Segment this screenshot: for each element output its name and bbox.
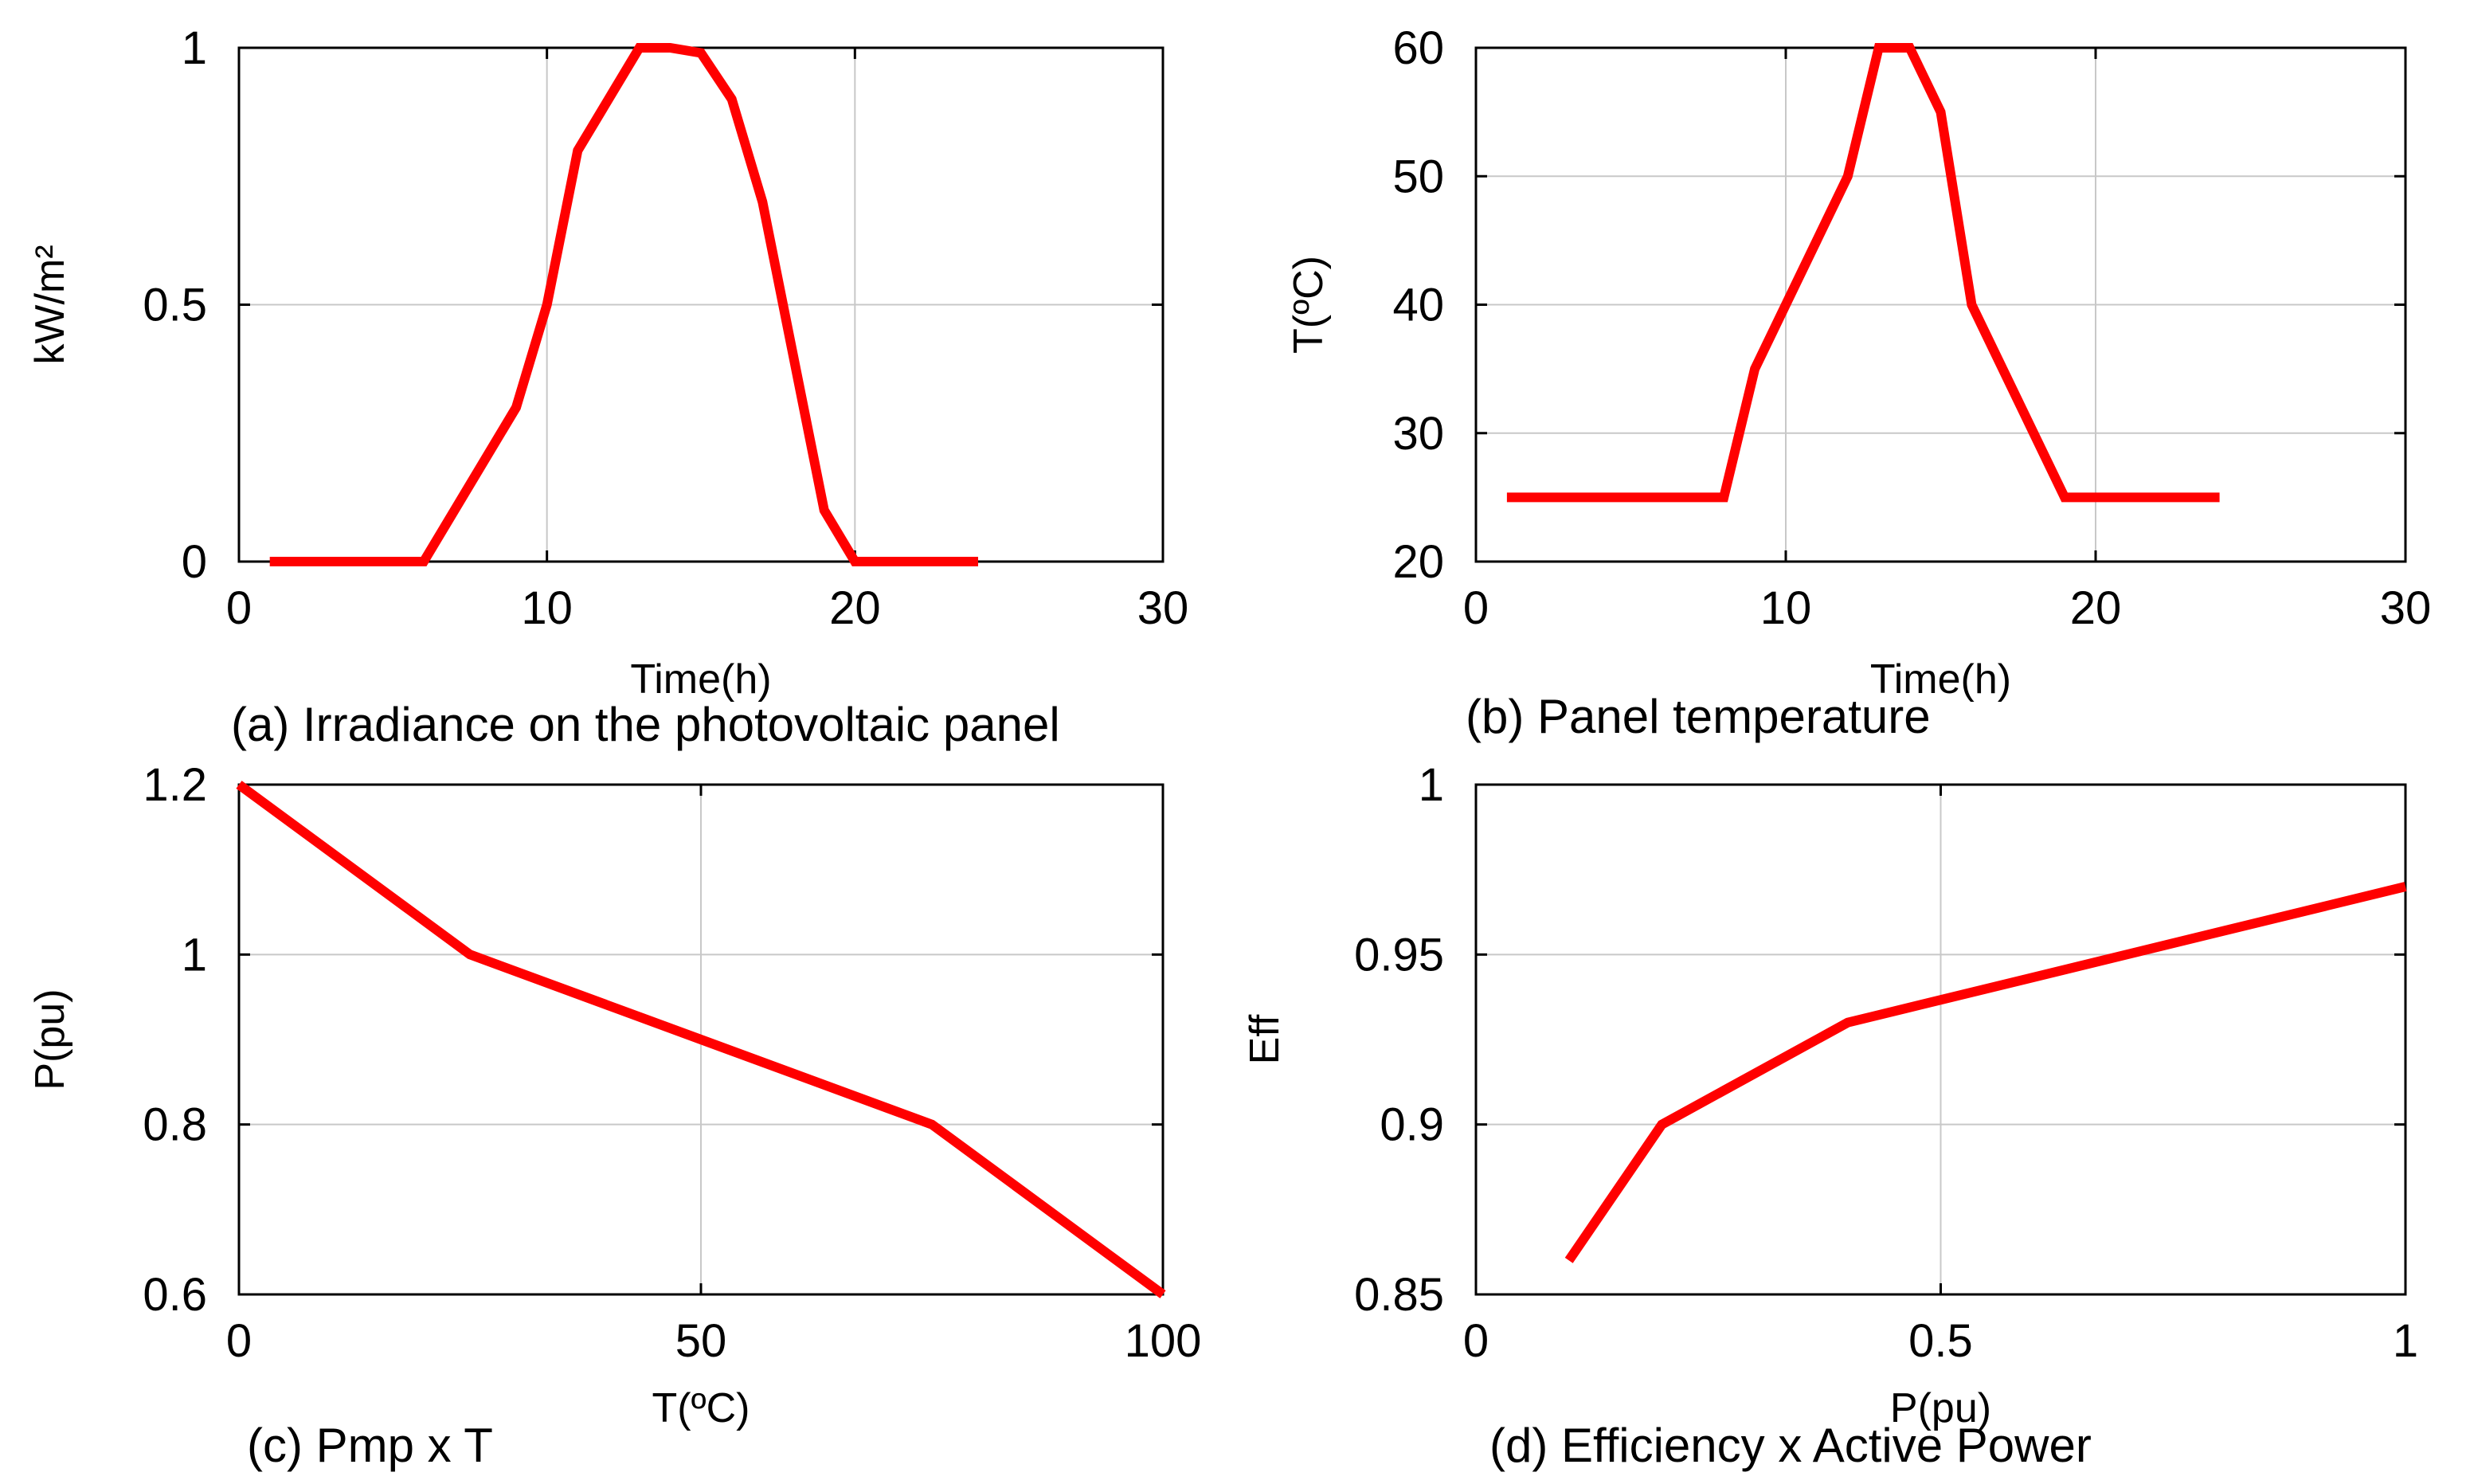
panel-caption: (b) Panel temperature [1466, 690, 1931, 743]
y-axis-label: Eff [1242, 1014, 1288, 1064]
x-tick-label: 20 [2070, 582, 2122, 634]
y-tick-label: 0 [182, 536, 207, 588]
y-tick-label: 30 [1392, 408, 1444, 460]
x-tick-label: 0.5 [1908, 1315, 1973, 1367]
x-tick-label: 0 [226, 1315, 252, 1367]
series-line-efficiency [1564, 882, 2407, 1263]
x-axis-label: P(pu) [1890, 1385, 1991, 1431]
x-axis-label: Time(h) [1870, 656, 2011, 703]
y-tick-label: 60 [1392, 22, 1444, 74]
y-tick-label: 0.8 [143, 1099, 207, 1151]
panel-caption: (c) Pmp x T [247, 1419, 493, 1472]
x-tick-label: 50 [675, 1315, 727, 1367]
chart-panel-c: 0 50 100 0.6 0.8 1 1.2 T(ºC) P(pu) (c) Pmp x T [27, 759, 1201, 1472]
x-tick-label: 0 [226, 582, 252, 634]
y-axis-label: kW/m² [27, 245, 73, 364]
x-tick-label: 1 [2393, 1315, 2418, 1367]
y-tick-label: 50 [1392, 151, 1444, 202]
y-tick-label: 1 [182, 22, 207, 74]
x-tick-label: 0 [1463, 582, 1489, 634]
chart-panel-a: 0 10 20 30 0 0.5 1 Time(h) kW/m² (a) Irradiance o… [27, 22, 1188, 751]
x-axis-label: Time(h) [630, 656, 771, 703]
y-tick-label: 0.95 [1354, 929, 1444, 981]
x-tick-label: 10 [1760, 582, 1812, 634]
y-tick-label: 0.85 [1354, 1269, 1444, 1321]
chart-panel-d: 0 0.5 1 0.85 0.9 0.95 1 P(pu) Eff (d) Efficiency … [1242, 759, 2418, 1472]
y-tick-label: 1 [182, 929, 207, 981]
x-axis-label: T(ºC) [652, 1385, 750, 1431]
y-tick-label: 0.9 [1380, 1099, 1444, 1151]
y-axis-label: T(ºC) [1286, 256, 1332, 354]
y-tick-label: 1.2 [143, 759, 207, 811]
y-tick-label: 0.5 [143, 280, 207, 331]
panel-caption: (d) Efficiency x Active Power [1489, 1419, 2092, 1472]
series-line-temperature [1506, 43, 2220, 503]
x-tick-label: 30 [2380, 582, 2432, 634]
x-tick-label: 30 [1137, 582, 1189, 634]
panel-caption: (a) Irradiance on the photovoltaic panel [231, 698, 1060, 751]
series-line-pmp [236, 781, 1166, 1298]
y-tick-label: 1 [1419, 759, 1444, 811]
x-tick-label: 10 [521, 582, 573, 634]
y-tick-label: 0.6 [143, 1269, 207, 1321]
y-tick-label: 40 [1392, 280, 1444, 331]
x-tick-label: 0 [1463, 1315, 1489, 1367]
y-axis-label: P(pu) [27, 989, 73, 1090]
chart-panel-b: 0 10 20 30 20 30 40 50 60 Time(h) T(ºC) (b) Panel t… [1286, 22, 2431, 743]
x-tick-label: 20 [829, 582, 881, 634]
x-tick-label: 100 [1125, 1315, 1202, 1367]
y-tick-label: 20 [1392, 536, 1444, 588]
series-line-irradiance [269, 43, 978, 566]
